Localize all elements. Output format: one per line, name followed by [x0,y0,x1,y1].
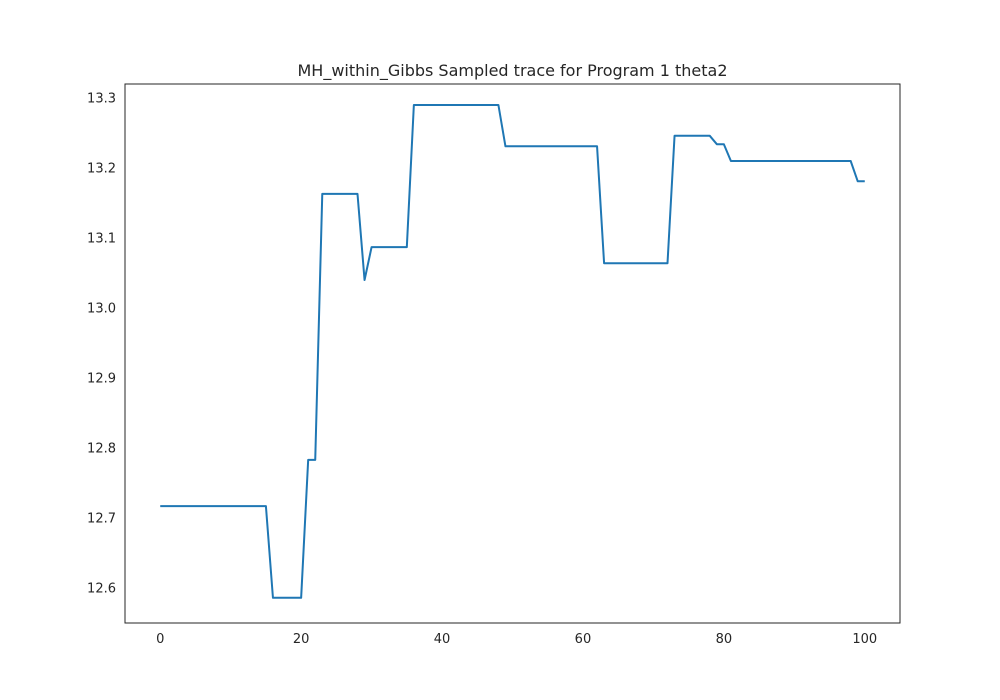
plot-frame [124,83,901,624]
x-tick-label: 20 [293,632,310,647]
y-tick-label: 12.8 [87,442,116,457]
x-tick-label: 40 [434,632,451,647]
y-tick-label: 13.1 [87,232,116,247]
series-line-theta2-trace [160,104,865,599]
x-tick-label: 100 [852,632,877,647]
chart-title: MH_within_Gibbs Sampled trace for Progra… [297,61,727,81]
y-tick-label: 12.7 [87,512,116,527]
x-tick-label: 0 [156,632,164,647]
y-tick-label: 13.2 [87,162,116,177]
x-tick-label: 60 [575,632,592,647]
x-axis: 0 20 40 60 80 100 [156,632,877,647]
y-tick-label: 13.3 [87,92,116,107]
x-tick-label: 80 [716,632,733,647]
y-tick-label: 12.9 [87,372,116,387]
y-tick-label: 12.6 [87,582,116,597]
y-tick-label: 13.0 [87,302,116,317]
y-axis: 12.6 12.7 12.8 12.9 13.0 13.1 13.2 13.3 [87,92,116,597]
